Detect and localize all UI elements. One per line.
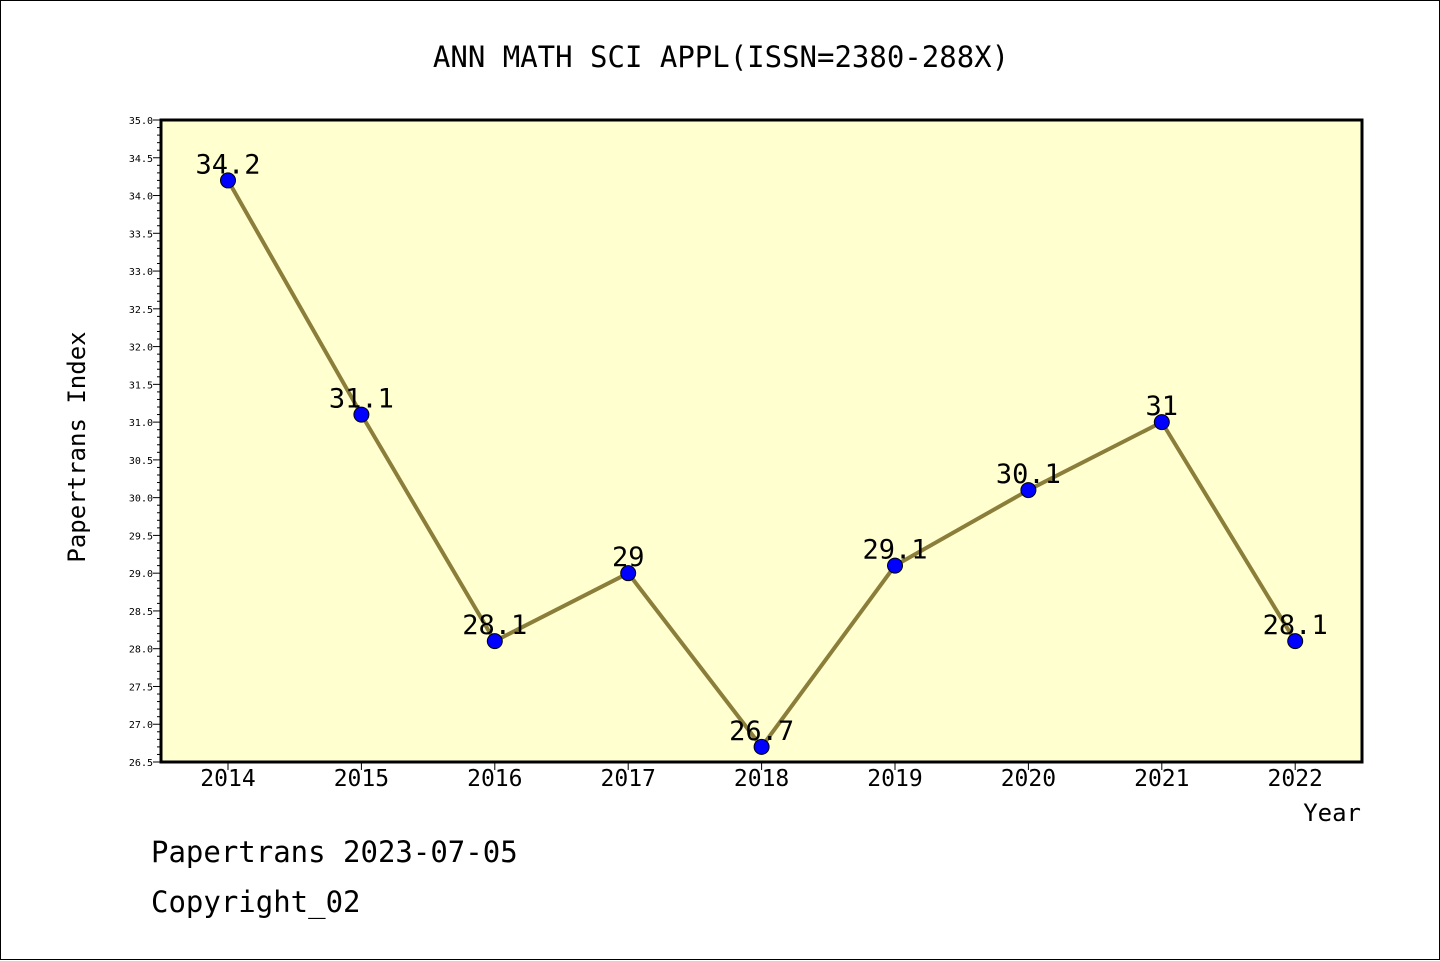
- data-label: 29: [612, 542, 645, 573]
- y-tick-label: 33.5: [129, 229, 153, 240]
- data-point: [220, 172, 236, 189]
- chart-title: ANN MATH SCI APPL(ISSN=2380-288X): [433, 40, 1009, 74]
- x-tick-label: 2014: [200, 766, 255, 792]
- y-tick-label: 26.5: [129, 758, 153, 769]
- plot-background: [159, 118, 1364, 764]
- data-label: 31: [1146, 391, 1179, 422]
- y-tick-label: 33.0: [129, 267, 153, 278]
- plot-area: 26.5 27.0 27.5 28.0 28.5 29.0 29.5 30.0 30.5 31.0…: [129, 116, 1364, 792]
- data-point: [1153, 414, 1170, 431]
- data-label: 26.7: [729, 716, 794, 747]
- data-point: [353, 406, 370, 423]
- y-tick-label: 31.5: [129, 380, 153, 391]
- x-tick-label: 2020: [1001, 766, 1056, 792]
- y-tick-label: 31.0: [129, 418, 153, 429]
- x-tick-label: 2017: [601, 766, 656, 792]
- data-label: 28.1: [1263, 610, 1328, 641]
- y-tick-label: 30.0: [129, 494, 153, 505]
- x-tick-label: 2015: [334, 766, 389, 792]
- y-axis-label: Papertrans Index: [63, 331, 91, 562]
- y-tick-label: 30.5: [129, 456, 153, 467]
- footer-date-text: Papertrans 2023-07-05: [151, 835, 518, 869]
- x-tick-label: 2018: [734, 766, 789, 792]
- y-tick-label: 27.0: [129, 720, 153, 731]
- data-label: 30.1: [996, 459, 1061, 490]
- data-point: [887, 557, 903, 574]
- data-point: [753, 738, 770, 755]
- footer-copyright-text: Copyright_02: [151, 885, 361, 919]
- data-label: 31.1: [329, 384, 394, 415]
- y-tick-label: 29.5: [129, 531, 153, 542]
- data-point: [1020, 482, 1037, 499]
- y-tick-label: 32.5: [129, 305, 153, 316]
- y-tick-label: 35.0: [129, 116, 153, 127]
- data-point: [486, 633, 503, 650]
- y-tick-label: 34.5: [129, 154, 153, 165]
- y-tick-label: 29.0: [129, 569, 153, 580]
- x-tick-label: 2022: [1268, 766, 1323, 792]
- data-label: 29.1: [862, 535, 927, 566]
- x-tick-label: 2021: [1134, 766, 1189, 792]
- y-tick-label: 34.0: [129, 192, 153, 203]
- y-tick-label: 28.0: [129, 645, 153, 656]
- data-label: 34.2: [195, 149, 260, 180]
- x-tick-label: 2019: [867, 766, 922, 792]
- y-tick-label: 28.5: [129, 607, 153, 618]
- data-label: 28.1: [462, 610, 527, 641]
- y-tick-label: 27.5: [129, 682, 153, 693]
- x-tick-label: 2016: [467, 766, 522, 792]
- data-point: [620, 565, 637, 582]
- data-point: [1287, 633, 1304, 650]
- x-axis-label: Year: [1303, 799, 1361, 827]
- y-tick-label: 32.0: [129, 343, 153, 354]
